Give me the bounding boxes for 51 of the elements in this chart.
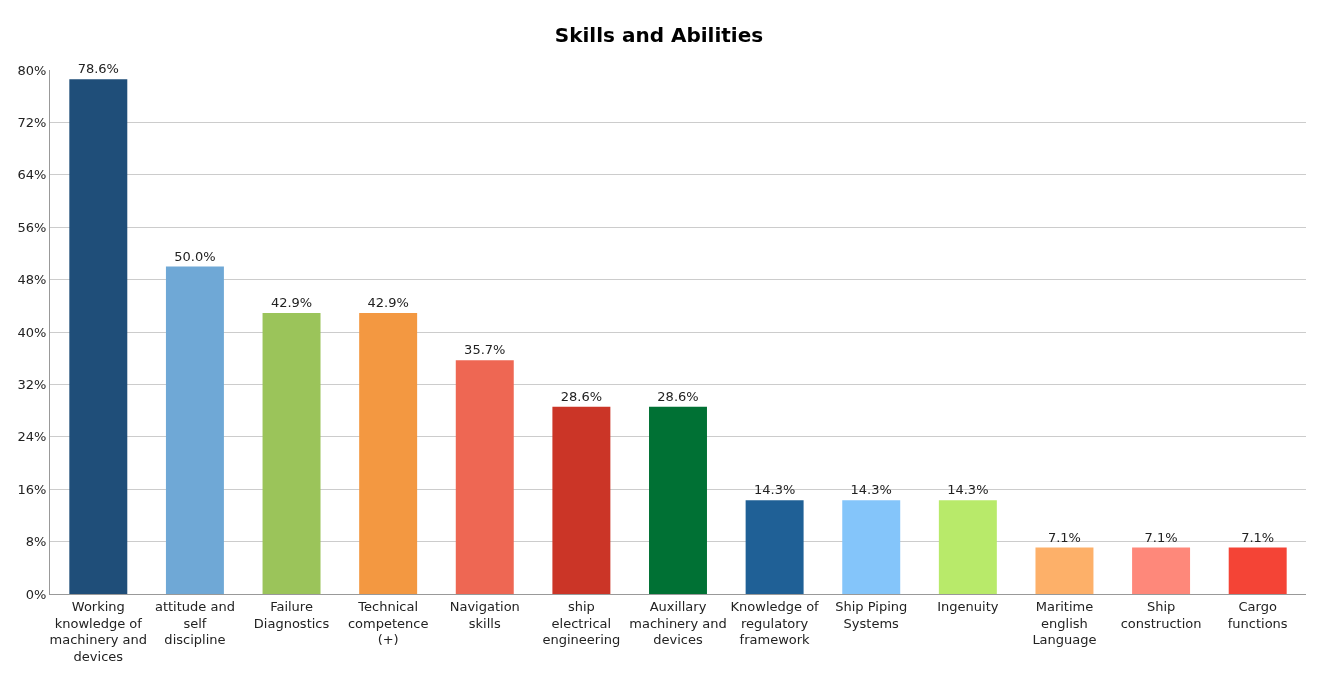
y-tick-label: 56% <box>17 219 47 235</box>
x-tick-label: Maritime english Language <box>1032 598 1097 648</box>
y-tick-label: 48% <box>17 272 47 288</box>
data-label: 28.6% <box>560 388 603 404</box>
y-tick-label: 0% <box>25 586 47 602</box>
data-label: 14.3% <box>850 482 892 498</box>
bar <box>165 266 224 594</box>
chart-title: Skills and Abilities <box>554 22 764 47</box>
x-tick-label: ship electrical engineering <box>542 598 621 648</box>
x-tick-label: Ship Piping Systems <box>835 598 908 631</box>
x-tick-label: Auxillary machinery and devices <box>629 598 727 648</box>
y-tick-label: 24% <box>17 429 47 445</box>
y-tick-label: 64% <box>17 167 47 183</box>
y-tick-label: 40% <box>17 324 47 340</box>
bar <box>359 313 418 594</box>
bar <box>842 500 901 594</box>
bar <box>262 313 321 594</box>
bar <box>1228 547 1287 594</box>
y-tick-label: 8% <box>25 534 47 550</box>
data-label: 7.1% <box>1144 529 1178 545</box>
bar <box>1035 547 1094 594</box>
data-label: 78.6% <box>77 61 119 77</box>
x-tick-label: Knowledge of regulatory framework <box>730 598 820 648</box>
x-tick-label: Ship construction <box>1120 598 1202 631</box>
data-label: 42.9% <box>270 295 313 311</box>
x-tick-label: Cargo functions <box>1227 598 1288 631</box>
x-tick-label: Ingenuity <box>937 598 999 614</box>
y-tick-label: 72% <box>17 114 47 130</box>
y-tick-label: 32% <box>17 376 47 392</box>
x-tick-label: attitude and self discipline <box>154 598 235 648</box>
bar <box>938 500 997 594</box>
bar <box>649 406 707 594</box>
x-tick-label: Technical competence (+) <box>347 598 429 648</box>
bar <box>745 500 804 594</box>
data-label: 7.1% <box>1241 529 1275 545</box>
data-label: 42.9% <box>367 295 409 311</box>
bar <box>552 406 611 594</box>
data-label: 28.6% <box>657 388 699 404</box>
bar <box>455 360 514 594</box>
data-label: 14.3% <box>947 482 989 498</box>
y-tick-label: 80% <box>17 62 47 78</box>
data-label: 14.3% <box>753 482 796 498</box>
bar <box>69 79 128 594</box>
bar <box>1132 547 1191 594</box>
x-tick-label: Failure Diagnostics <box>253 598 330 631</box>
data-label: 50.0% <box>174 248 216 264</box>
data-label: 35.7% <box>464 342 506 358</box>
data-label: 7.1% <box>1047 529 1081 545</box>
x-tick-label: Working knowledge of machinery and devices <box>49 598 148 665</box>
y-tick-label: 16% <box>17 481 47 497</box>
x-tick-label: Navigation skills <box>449 598 520 631</box>
